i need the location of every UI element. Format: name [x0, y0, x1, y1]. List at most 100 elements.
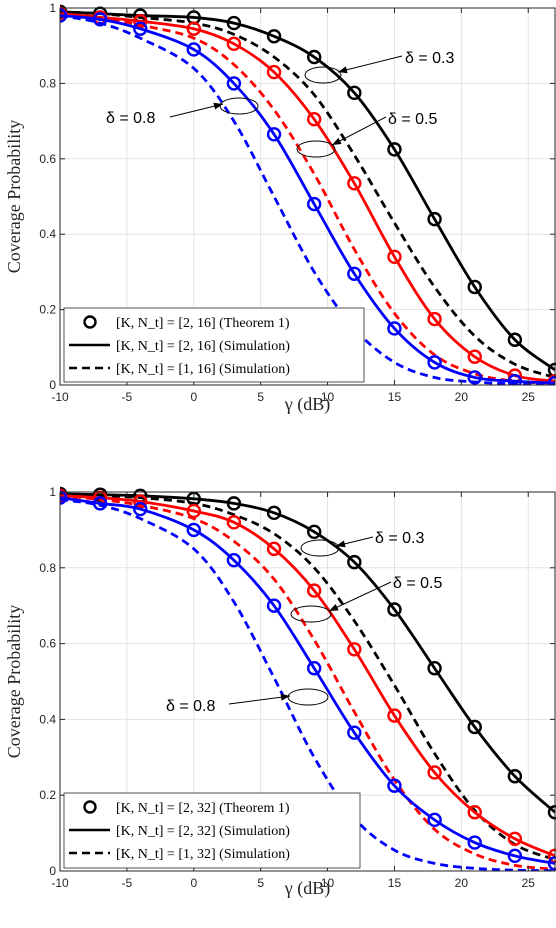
- data-point-delta-0.3: [226, 496, 242, 511]
- annotation-label: δ = 0.3: [405, 50, 454, 67]
- data-point-delta-0.8: [507, 848, 523, 864]
- data-point-delta-0.5: [387, 708, 402, 723]
- data-point-delta-0.3: [507, 769, 523, 784]
- y-tick-label: 0.2: [39, 788, 56, 802]
- x-tick-label: 0: [190, 876, 197, 890]
- data-point-delta-0.3: [226, 15, 242, 31]
- chart-panel-2: -10 -5 0 5 10 15 20 25 0 0.2 0.4 0.6 0.8 1 γ (dB) Cover…: [4, 485, 556, 899]
- y-tick-label: 0: [49, 378, 56, 392]
- annotation-label: δ = 0.8: [106, 110, 155, 127]
- data-point-delta-0.5: [133, 494, 148, 509]
- y-tick-label: 0.6: [39, 152, 56, 166]
- legend-label: [K, N_t] = [2, 16] (Simulation): [116, 339, 290, 354]
- annotation-ellipse: [304, 66, 342, 84]
- data-point-delta-0.5: [347, 176, 362, 191]
- data-point-delta-0.5: [306, 112, 322, 127]
- annotation-arrowhead: [338, 66, 348, 74]
- legend-label: [K, N_t] = [1, 16] (Simulation): [116, 362, 290, 377]
- x-tick-label: 5: [257, 390, 264, 404]
- x-tick-label: 10: [321, 876, 335, 890]
- y-tick-label: 0.8: [39, 76, 56, 90]
- legend-box: [63, 307, 365, 383]
- y-tick-label: 1: [49, 485, 56, 499]
- data-point-delta-0.3: [347, 85, 362, 101]
- y-tick-label: 0.2: [39, 303, 56, 317]
- annotation-ellipse: [290, 605, 332, 623]
- x-tick-label: -5: [122, 876, 133, 890]
- legend: [K, N_t] = [2, 16] (Theorem 1) [K, N_t] =…: [63, 307, 365, 383]
- y-tick-label: 1: [49, 1, 56, 15]
- annotation-arrow: [169, 103, 224, 118]
- data-point-delta-0.5: [347, 642, 362, 657]
- x-tick-label: 25: [522, 390, 536, 404]
- annotation-ellipse: [300, 539, 340, 557]
- annotation-label: δ = 0.3: [375, 530, 424, 547]
- data-point-delta-0.3: [306, 524, 322, 539]
- annotation-arrowhead: [280, 693, 290, 701]
- data-point-delta-0.8: [427, 355, 442, 370]
- x-tick-label: 0: [190, 390, 197, 404]
- x-tick-label: 10: [321, 390, 335, 404]
- series-group: [60, 4, 556, 385]
- data-point-delta-0.8: [427, 812, 442, 828]
- x-tick-label: 20: [455, 390, 469, 404]
- x-tick-label: 25: [522, 876, 536, 890]
- data-point-delta-0.8: [347, 266, 362, 281]
- legend-marker-circle: [83, 315, 97, 329]
- data-point-delta-0.5: [467, 349, 482, 364]
- series-group: [60, 486, 556, 871]
- legend-label: [K, N_t] = [2, 16] (Theorem 1): [116, 316, 290, 331]
- annotation-arrowhead: [336, 540, 346, 548]
- chart-panel-1: -10 -5 0 5 10 15 20 25 0 0.2 0.4 0.6 0.8 1 γ (dB) Cover…: [4, 1, 556, 415]
- data-point-delta-0.8: [226, 76, 242, 91]
- series-line-delta-0.8-solid: [60, 14, 556, 385]
- series-line-delta-0.3-dashed: [60, 10, 556, 379]
- x-tick-label: 15: [388, 876, 402, 890]
- data-point-delta-0.8: [92, 496, 108, 511]
- data-point-delta-0.5: [133, 13, 148, 29]
- data-point-delta-0.8: [266, 127, 282, 142]
- y-axis-label: Coverage Probability: [4, 120, 24, 273]
- data-point-delta-0.8: [186, 522, 201, 538]
- series-line-delta-0.5-dashed: [60, 12, 556, 385]
- data-point-delta-0.3: [467, 279, 482, 295]
- data-point-delta-0.5: [186, 21, 201, 36]
- x-axis-label: γ (dB): [284, 878, 330, 899]
- legend-label: [K, N_t] = [2, 32] (Simulation): [116, 824, 290, 839]
- data-point-delta-0.3: [266, 505, 282, 521]
- x-tick-label: 15: [388, 390, 402, 404]
- data-point-delta-0.8: [266, 598, 282, 613]
- data-point-delta-0.8: [507, 374, 523, 385]
- data-point-delta-0.5: [467, 805, 482, 820]
- annotation-arrowhead: [213, 102, 223, 110]
- legend-marker-circle: [83, 800, 97, 814]
- annotation-ellipse: [296, 140, 336, 158]
- data-point-delta-0.8: [306, 661, 322, 676]
- data-point-delta-0.8: [92, 12, 108, 27]
- y-tick-label: 0.4: [39, 712, 56, 726]
- data-point-delta-0.5: [226, 36, 242, 52]
- legend-box: [63, 792, 361, 869]
- data-point-delta-0.8: [133, 21, 148, 36]
- data-point-delta-0.3: [266, 29, 282, 44]
- annotation-group: δ = 0.3 δ = 0.5 δ = 0.8: [166, 530, 442, 715]
- axes-box: [59, 7, 556, 386]
- annotation-arrow: [331, 116, 387, 146]
- data-point-delta-0.8: [347, 725, 362, 740]
- data-point-delta-0.5: [387, 249, 402, 265]
- annotation-arrow: [337, 55, 403, 73]
- x-tick-label: -5: [122, 390, 133, 404]
- data-point-delta-0.8: [387, 321, 402, 336]
- series-line-delta-0.5-solid: [60, 12, 556, 383]
- data-point-delta-0.8: [306, 196, 322, 212]
- annotation-label: δ = 0.5: [388, 111, 437, 128]
- data-point-delta-0.3: [507, 332, 523, 347]
- x-tick-label: -10: [51, 876, 69, 890]
- legend-label: [K, N_t] = [2, 32] (Theorem 1): [116, 801, 290, 816]
- data-point-delta-0.8: [467, 370, 482, 385]
- annotation-arrow: [328, 581, 392, 612]
- series-line-delta-0.8-solid: [60, 496, 556, 865]
- data-point-delta-0.5: [306, 583, 322, 598]
- data-point-delta-0.8: [387, 778, 402, 793]
